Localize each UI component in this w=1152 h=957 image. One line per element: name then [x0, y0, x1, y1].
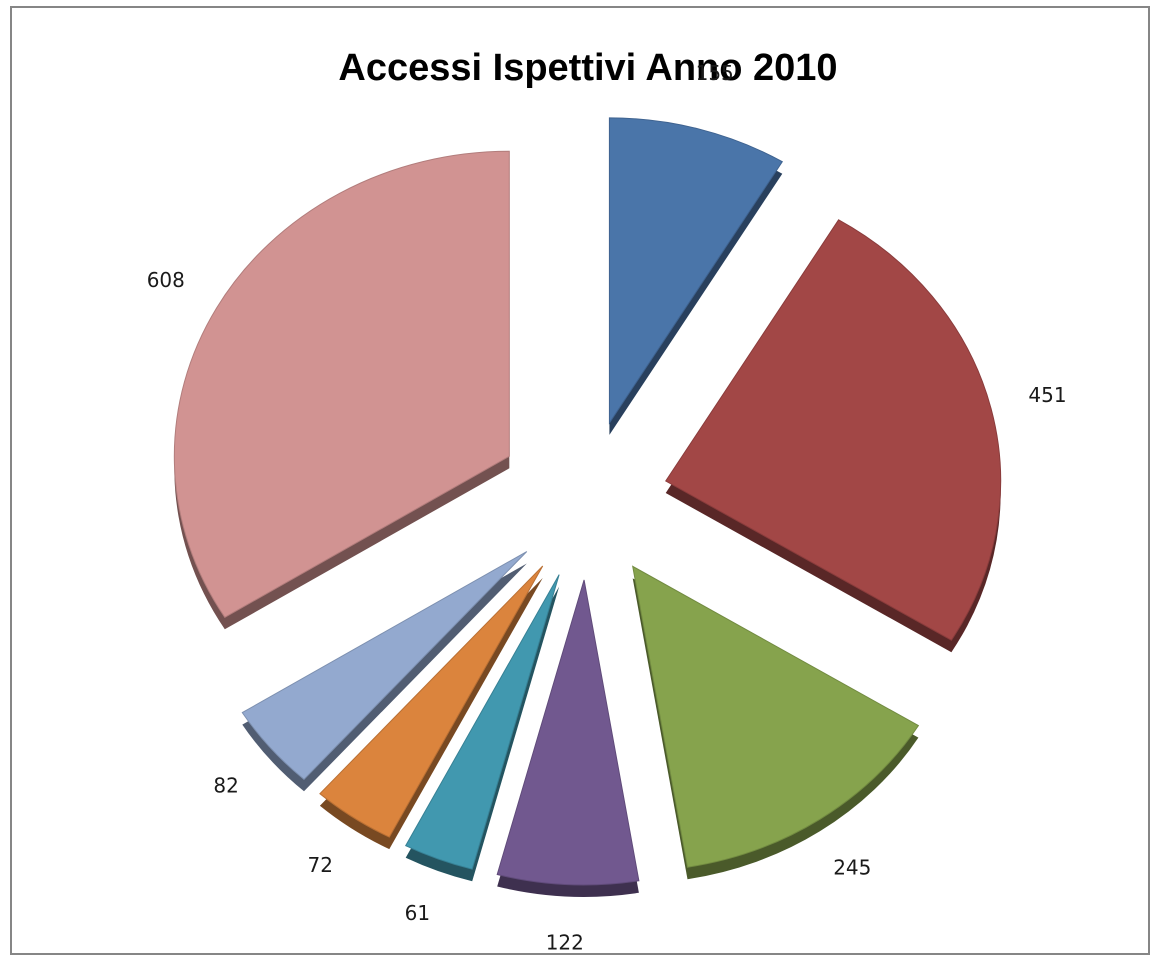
pie-slice-face	[173, 150, 510, 618]
pie-slice-face	[608, 117, 784, 425]
pie-slice-4	[496, 579, 640, 897]
pie-slices	[173, 117, 1002, 897]
chart-title: Accessi Ispettivi Anno 2010	[338, 47, 837, 89]
data-label-4: 122	[546, 931, 584, 955]
data-labels: 155 451 245 122 61 72 82 608	[147, 61, 1067, 954]
data-label-3: 245	[833, 855, 871, 879]
pie-slice-7	[241, 551, 528, 792]
pie-slice-face	[632, 565, 920, 868]
pie-slice-1	[608, 117, 784, 435]
data-label-5: 61	[405, 901, 430, 925]
pie-slice-2	[664, 219, 1002, 653]
data-label-1: 155	[696, 61, 734, 85]
pie-slice-6	[319, 565, 544, 850]
pie-slice-face	[241, 551, 528, 780]
pie-slice-8	[173, 150, 510, 630]
data-label-7: 82	[213, 773, 238, 797]
data-label-8: 608	[147, 268, 185, 292]
pie-slice-3	[632, 565, 920, 880]
pie-slice-face	[496, 579, 640, 886]
data-label-6: 72	[307, 853, 332, 877]
pie-slice-face	[664, 219, 1002, 641]
pie-slice-face	[319, 565, 544, 838]
pie-slice-5	[404, 574, 560, 882]
data-label-2: 451	[1028, 383, 1066, 407]
pie-slice-face	[404, 574, 560, 870]
